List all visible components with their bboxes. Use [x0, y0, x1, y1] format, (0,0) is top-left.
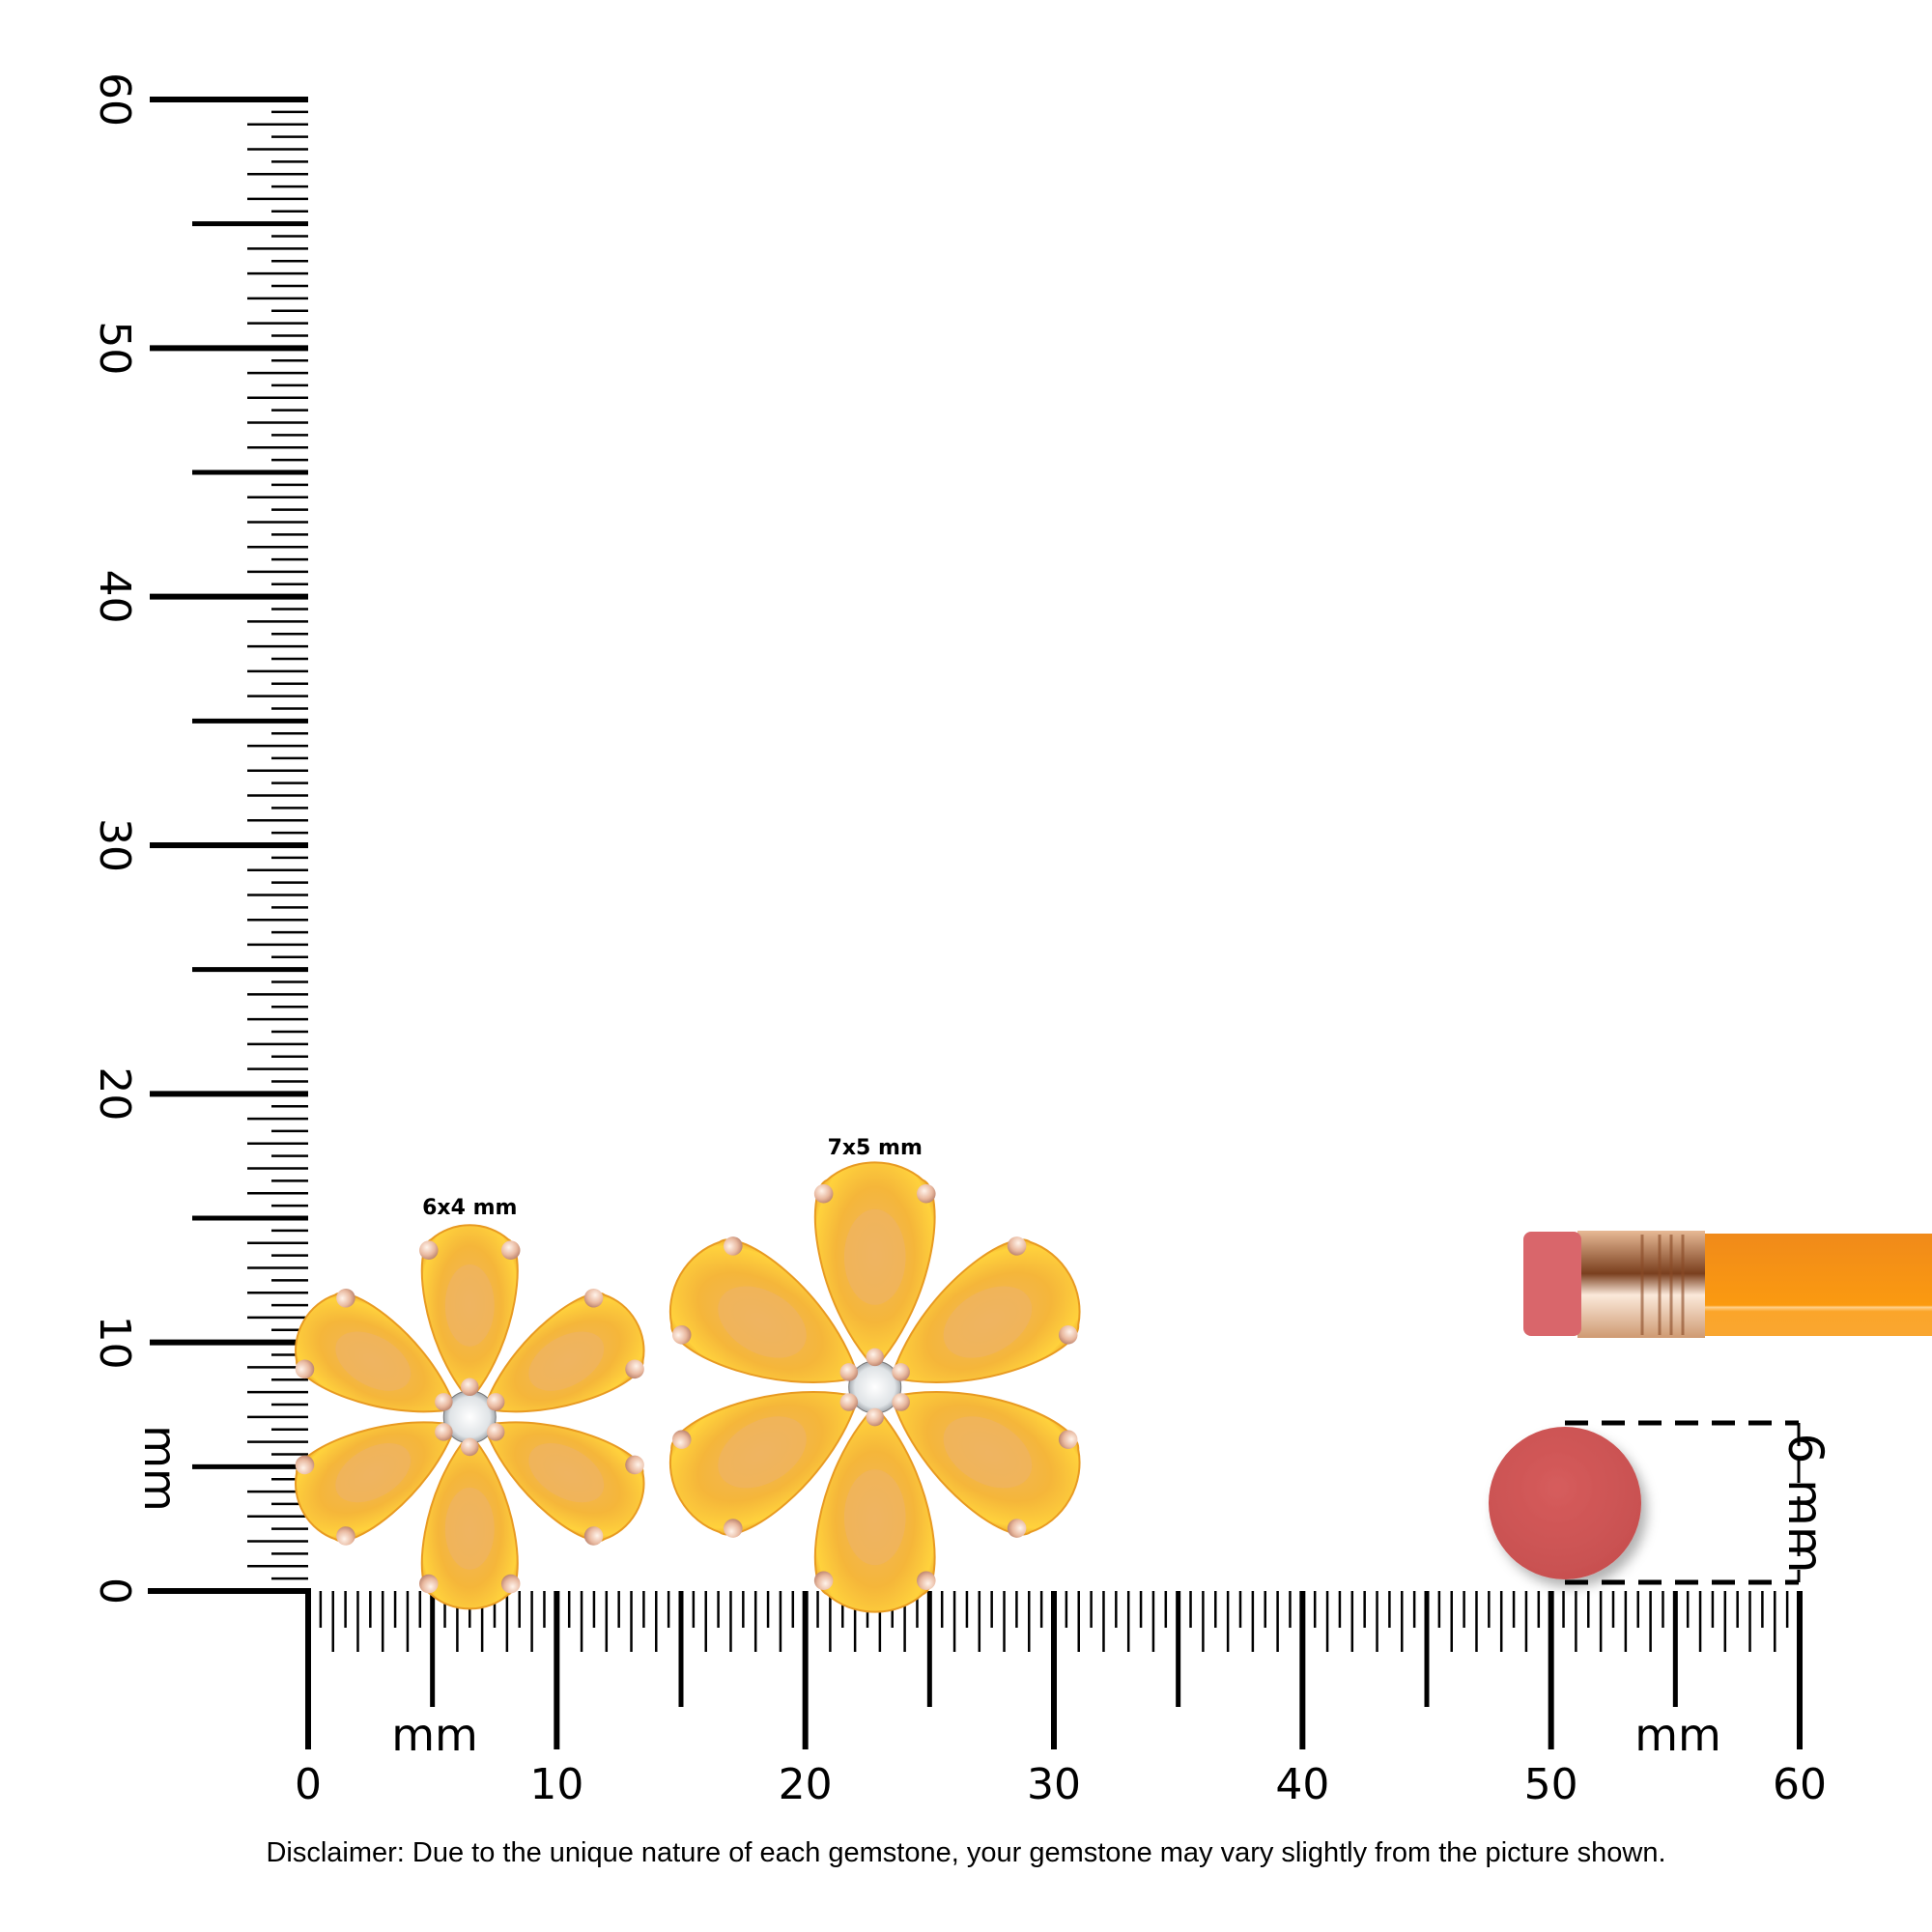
prong: [435, 1393, 453, 1411]
size-label: 6x4 mm: [422, 1196, 517, 1220]
prong: [625, 1455, 644, 1475]
prong: [486, 1393, 505, 1411]
vertical-tick-label: 40: [90, 570, 139, 624]
prong: [419, 1240, 439, 1260]
ferrule-ridges: [1640, 1235, 1685, 1335]
eraser-dot: [1489, 1427, 1641, 1579]
prong: [295, 1455, 315, 1475]
unit-label: mm: [391, 1709, 478, 1761]
prong: [435, 1423, 453, 1441]
prong: [461, 1378, 479, 1397]
citrine-petal: [813, 1161, 936, 1370]
prong: [866, 1407, 884, 1427]
horizontal-tick-label: 10: [529, 1760, 583, 1809]
prong: [724, 1519, 743, 1538]
citrine-petal: [668, 1236, 860, 1383]
prong: [892, 1363, 910, 1381]
earring-flower: 7x5 mm: [668, 1136, 1081, 1613]
citrine-petal: [890, 1391, 1081, 1538]
vertical-tick-label: 60: [90, 72, 139, 127]
earring-flower: 6x4 mm: [295, 1196, 645, 1610]
prong: [336, 1288, 355, 1308]
citrine-petal: [482, 1421, 645, 1546]
prong: [500, 1240, 521, 1260]
vertical-tick-label: 30: [90, 818, 139, 872]
prong: [1058, 1325, 1078, 1345]
eraser-size-label: 6 mm: [1777, 1433, 1833, 1573]
prong: [583, 1526, 604, 1546]
prong: [917, 1183, 936, 1204]
pencil-eraser: [1523, 1232, 1581, 1336]
prong: [671, 1430, 692, 1449]
unit-label: mm: [1634, 1709, 1721, 1761]
prong: [419, 1574, 439, 1594]
citrine-petal: [419, 1432, 521, 1610]
prong: [892, 1393, 910, 1411]
size-label: 7x5 mm: [828, 1136, 923, 1160]
eraser-dimension: [1565, 1420, 1801, 1585]
rulers: [148, 97, 1803, 1749]
prong: [839, 1363, 859, 1381]
citrine-petal: [419, 1224, 521, 1403]
vertical-tick-label: 50: [90, 321, 139, 375]
horizontal-tick-label: 30: [1027, 1760, 1081, 1809]
prong: [486, 1423, 505, 1441]
prong: [1007, 1236, 1027, 1256]
horizontal-tick-label: 0: [295, 1760, 322, 1809]
horizontal-tick-label: 40: [1275, 1760, 1329, 1809]
prong: [671, 1325, 692, 1345]
prong: [1058, 1430, 1078, 1449]
prong: [461, 1437, 479, 1457]
citrine-petal: [482, 1288, 645, 1413]
prong: [1007, 1519, 1027, 1538]
vertical-tick-label: 0: [90, 1577, 139, 1605]
citrine-petal: [668, 1391, 860, 1538]
prong: [813, 1183, 834, 1204]
citrine-petal: [295, 1288, 457, 1413]
disclaimer: Disclaimer: Due to the unique nature of …: [266, 1837, 1666, 1868]
vertical-tick-label: 20: [90, 1066, 139, 1121]
pencil-body: [1700, 1234, 1932, 1336]
prong: [295, 1359, 315, 1379]
vertical-unit-label: mm: [134, 1425, 186, 1512]
horizontal-tick-label: 50: [1524, 1760, 1578, 1809]
citrine-petal: [295, 1421, 457, 1546]
prong: [336, 1526, 355, 1546]
horizontal-tick-label: 20: [779, 1760, 833, 1809]
prong: [724, 1236, 743, 1256]
prong: [917, 1571, 936, 1591]
flowers: 6x4 mm 7x5 mm: [295, 1136, 1081, 1613]
vertical-tick-label: 10: [90, 1316, 139, 1370]
prong: [625, 1359, 644, 1379]
prong: [866, 1348, 884, 1367]
pencil-image: [1523, 1231, 1932, 1338]
prong: [839, 1393, 859, 1411]
horizontal-tick-label: 60: [1773, 1760, 1827, 1809]
citrine-petal: [813, 1405, 936, 1613]
prong: [813, 1571, 834, 1591]
prong: [583, 1288, 604, 1308]
citrine-petal: [890, 1236, 1081, 1383]
prong: [500, 1574, 521, 1594]
